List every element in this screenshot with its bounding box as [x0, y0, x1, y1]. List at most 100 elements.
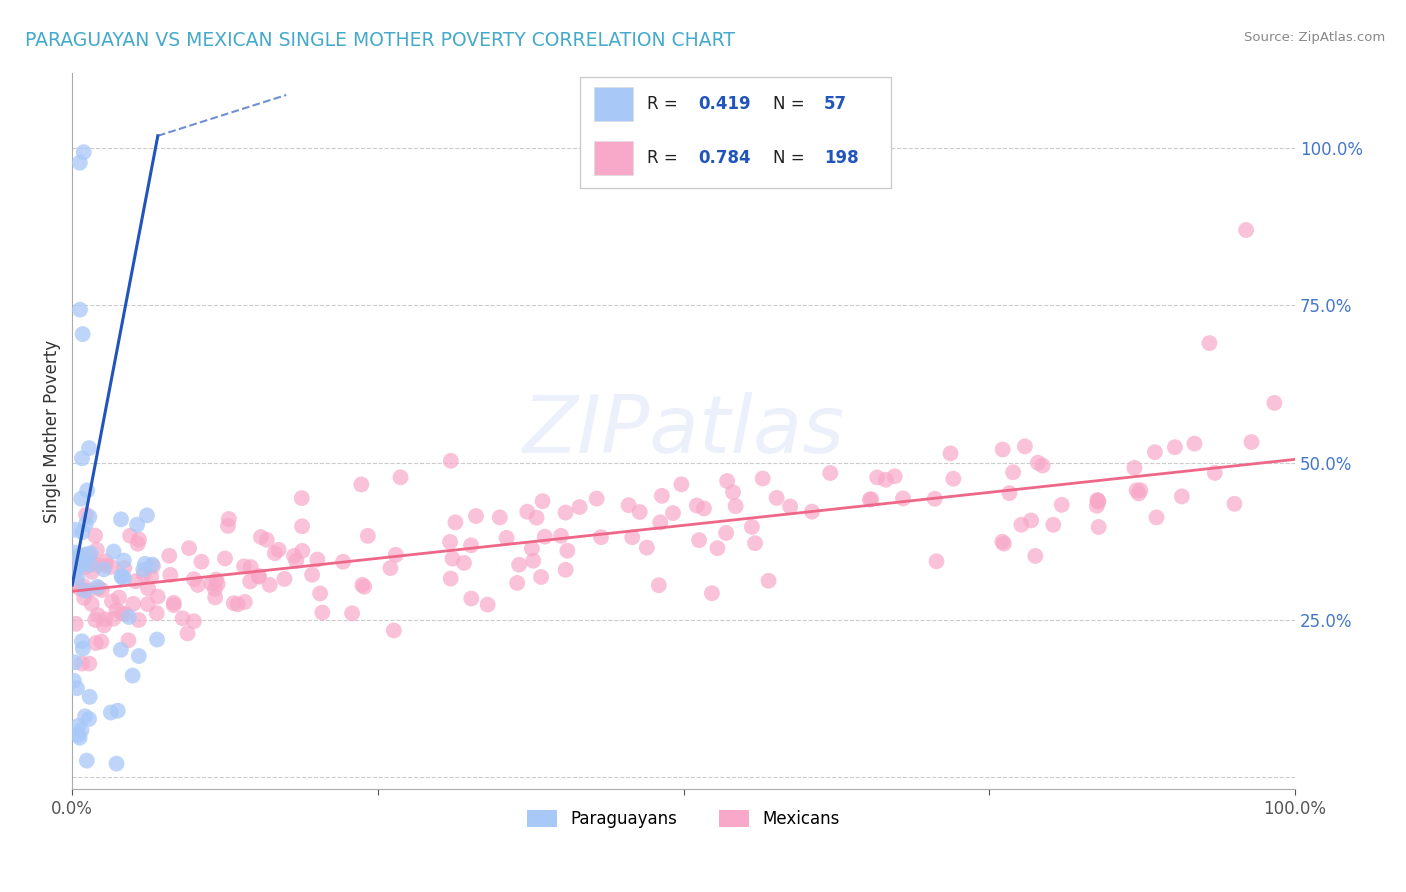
Point [557, 543, 579, 558]
Point [891, 491, 914, 506]
Point [132, 567, 155, 582]
Point [111, 570, 134, 584]
Point [66, 571, 89, 585]
Point [65, 554, 87, 568]
Point [69, 731, 91, 745]
Point [84, 613, 107, 627]
Point [67, 728, 90, 742]
Point [380, 561, 402, 575]
Point [107, 704, 129, 718]
Point [263, 546, 285, 560]
Point [163, 598, 186, 612]
Point [105, 756, 128, 771]
Point [1204, 466, 1226, 480]
Point [233, 559, 256, 574]
Text: R =: R = [647, 95, 683, 112]
Point [159, 567, 181, 582]
Point [247, 570, 270, 584]
Point [79, 558, 101, 572]
Point [924, 491, 946, 506]
Point [352, 578, 374, 592]
Point [693, 501, 716, 516]
Point [440, 454, 463, 468]
Point [163, 596, 186, 610]
Point [283, 549, 305, 563]
Point [1125, 483, 1147, 498]
Point [70, 491, 93, 506]
Point [79, 550, 101, 565]
Point [100, 706, 122, 720]
Point [440, 572, 463, 586]
Text: Source: ZipAtlas.com: Source: ZipAtlas.com [1244, 31, 1385, 45]
Point [1087, 494, 1109, 508]
Point [706, 541, 728, 556]
Point [1123, 460, 1146, 475]
Point [72, 327, 94, 342]
Point [617, 498, 640, 512]
Point [84, 528, 107, 542]
Point [520, 541, 543, 556]
Point [183, 572, 205, 586]
Point [100, 559, 122, 574]
Point [1042, 517, 1064, 532]
Point [309, 586, 332, 600]
Text: PARAGUAYAN VS MEXICAN SINGLE MOTHER POVERTY CORRELATION CHART: PARAGUAYAN VS MEXICAN SINGLE MOTHER POVE… [25, 31, 735, 50]
Point [103, 612, 125, 626]
Point [79, 546, 101, 560]
Point [477, 598, 499, 612]
Point [1184, 436, 1206, 450]
Point [75, 508, 97, 522]
Point [1234, 223, 1257, 237]
Point [250, 530, 273, 544]
Point [87, 582, 110, 596]
Point [801, 505, 824, 519]
Point [204, 591, 226, 605]
Point [80, 565, 103, 579]
Point [389, 470, 412, 484]
Point [218, 512, 240, 526]
Point [183, 614, 205, 628]
Point [506, 575, 529, 590]
Point [621, 530, 644, 544]
Point [141, 558, 163, 572]
Point [585, 491, 607, 506]
Point [860, 492, 883, 507]
Point [1085, 493, 1108, 508]
Point [1026, 456, 1049, 470]
Point [73, 591, 96, 605]
Point [80, 555, 103, 569]
Point [259, 578, 281, 592]
Point [628, 505, 651, 519]
Point [1240, 435, 1263, 450]
Bar [595, 87, 634, 121]
Point [226, 598, 249, 612]
Point [721, 485, 744, 500]
Point [291, 519, 314, 533]
Point [1087, 494, 1109, 508]
Point [744, 536, 766, 550]
Point [1087, 520, 1109, 534]
Point [128, 533, 150, 547]
Point [991, 534, 1014, 549]
Point [439, 535, 461, 549]
Point [716, 474, 738, 488]
Point [73, 145, 96, 160]
Text: N =: N = [773, 149, 810, 167]
Point [1010, 517, 1032, 532]
Point [332, 555, 354, 569]
Point [460, 538, 482, 552]
Point [993, 536, 1015, 550]
Point [460, 591, 482, 606]
Point [939, 446, 962, 460]
Point [67, 719, 90, 733]
Point [121, 668, 143, 682]
Point [105, 603, 128, 617]
Point [93, 618, 115, 632]
Point [453, 556, 475, 570]
Point [508, 558, 530, 572]
Point [357, 529, 380, 543]
Text: ZIPatlas: ZIPatlas [523, 392, 845, 470]
Point [177, 541, 200, 556]
Point [1032, 458, 1054, 473]
Point [311, 606, 333, 620]
